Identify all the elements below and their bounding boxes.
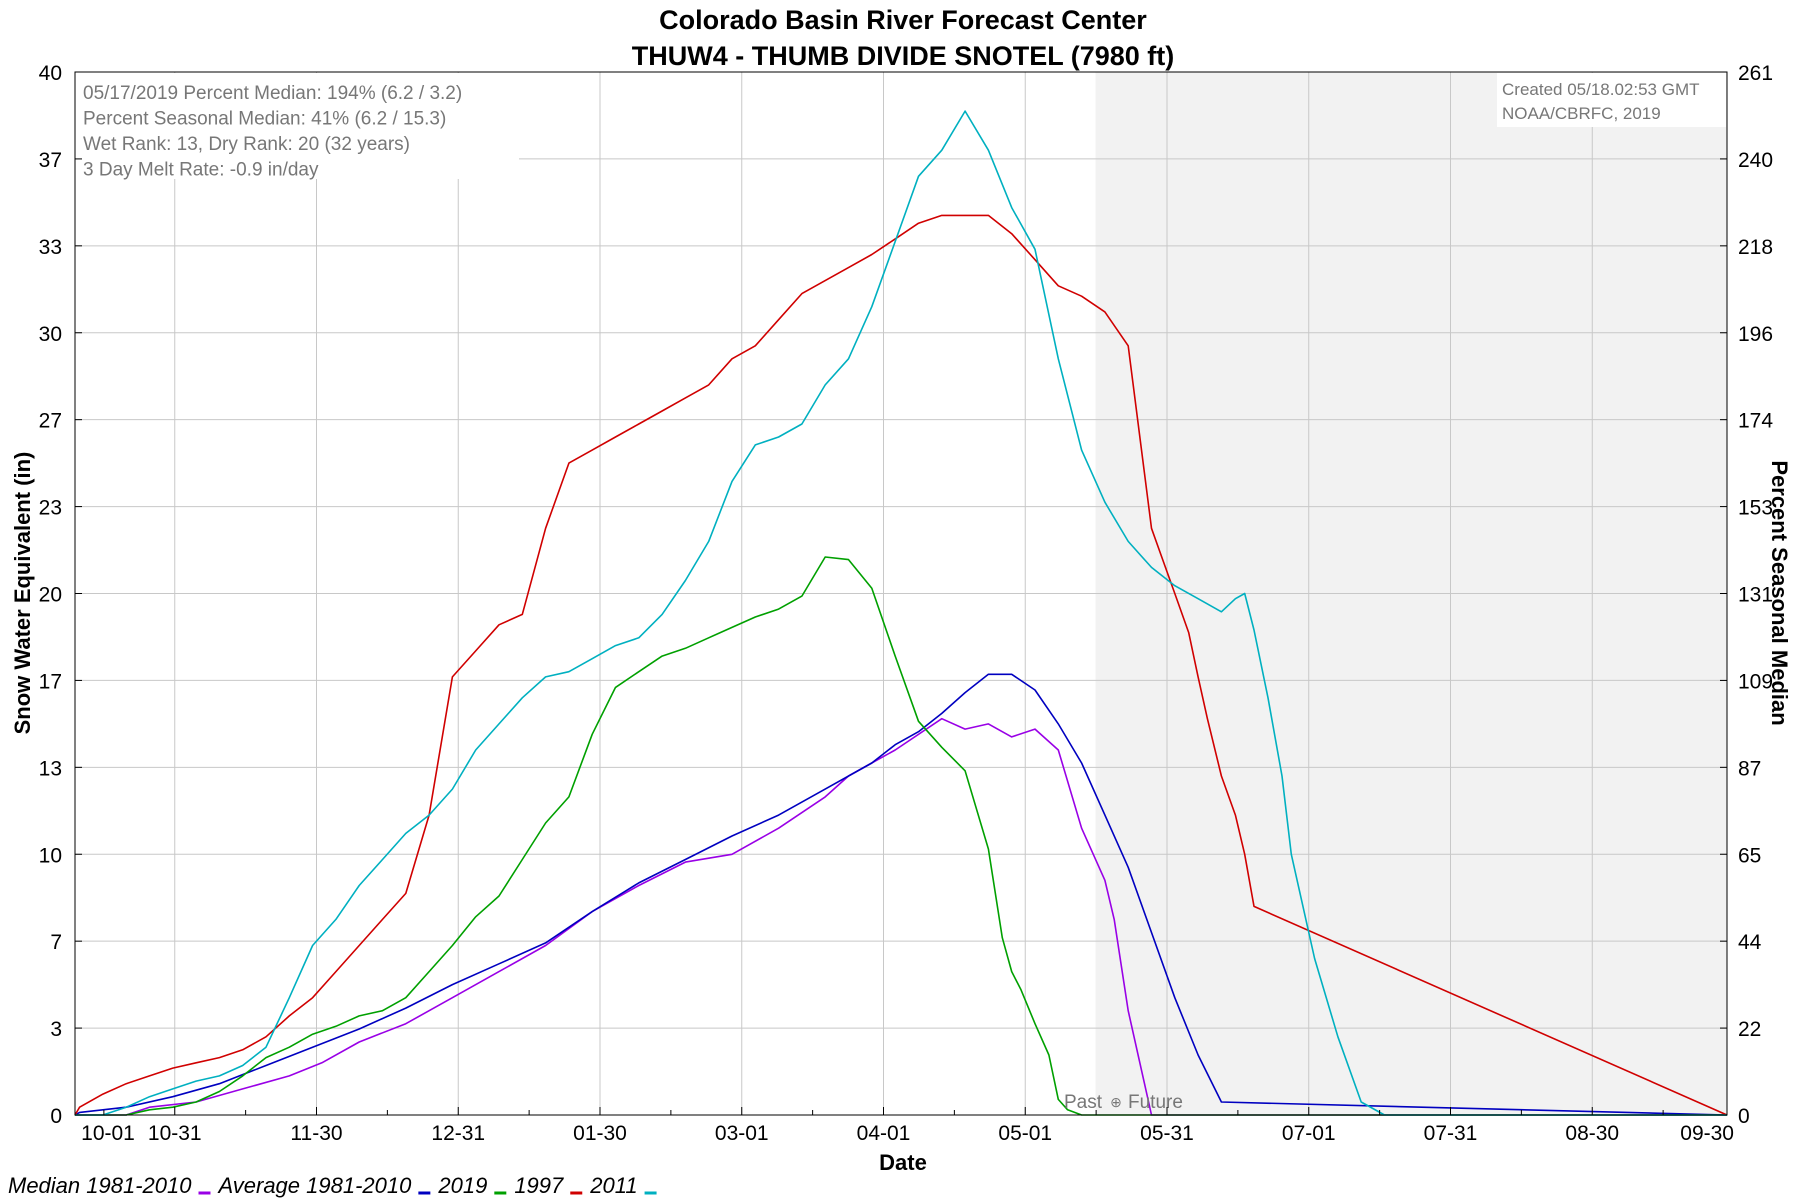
x-axis-label: Date xyxy=(879,1150,927,1175)
y-tick-label: 20 xyxy=(39,584,62,607)
info-box xyxy=(76,73,519,179)
y2-tick-label: 174 xyxy=(1738,410,1773,433)
legend-label: Average 1981-2010 xyxy=(216,1173,412,1198)
y-tick-label: 17 xyxy=(39,670,62,693)
x-tick-label: 07-31 xyxy=(1424,1122,1478,1145)
x-tick-label: 11-30 xyxy=(290,1122,342,1145)
x-tick-label: 03-01 xyxy=(715,1122,769,1145)
y-tick-label: 40 xyxy=(39,62,62,85)
x-tick-label: 08-30 xyxy=(1565,1122,1619,1145)
y2-tick-label: 261 xyxy=(1738,62,1773,85)
y-tick-label: 10 xyxy=(39,844,62,867)
legend-label: 2011 xyxy=(589,1173,637,1198)
series-line-1 xyxy=(74,673,1728,1116)
y-tick-label: 37 xyxy=(39,149,62,172)
y-tick-label: 30 xyxy=(39,323,62,346)
x-tick-label: 09-30 xyxy=(1680,1122,1734,1145)
y-tick-label: 33 xyxy=(39,236,62,259)
y2-tick-label: 109 xyxy=(1738,670,1773,693)
legend-label: 1997 xyxy=(514,1173,564,1198)
y-tick-label: 7 xyxy=(50,931,62,954)
y-tick-label: 27 xyxy=(39,410,62,433)
y2-tick-label: 131 xyxy=(1738,584,1773,607)
y-tick-label: 13 xyxy=(39,757,62,780)
y-axis-label: Snow Water Equivalent (in) xyxy=(10,452,35,735)
series-line-0 xyxy=(75,717,1727,1116)
x-tick-label: 01-30 xyxy=(573,1122,627,1145)
y2-tick-label: 153 xyxy=(1738,497,1773,520)
y2-tick-label: 0 xyxy=(1738,1105,1750,1128)
chart-subtitle: THUW4 - THUMB DIVIDE SNOTEL (7980 ft) xyxy=(632,41,1175,71)
legend-label: Median 1981-2010 xyxy=(8,1173,192,1198)
divider-marker: ⊕ xyxy=(1110,1094,1122,1110)
chart-title: Colorado Basin River Forecast Center xyxy=(659,5,1147,35)
x-tick-label: 10-01 xyxy=(81,1122,135,1145)
x-tick-label: 12-31 xyxy=(431,1122,485,1145)
x-tick-label: 10-31 xyxy=(148,1122,202,1145)
y2-tick-label: 44 xyxy=(1738,931,1762,954)
y2-tick-label: 196 xyxy=(1738,323,1773,346)
credit-box xyxy=(1497,73,1726,127)
info-line: Wet Rank: 13, Dry Rank: 20 (32 years) xyxy=(83,134,410,155)
info-line: Percent Seasonal Median: 41% (6.2 / 15.3… xyxy=(83,109,446,130)
x-tick-label: 05-31 xyxy=(1140,1122,1194,1145)
x-tick-label: 07-01 xyxy=(1282,1122,1336,1145)
series-line-3 xyxy=(74,214,1728,1116)
y-tick-label: 3 xyxy=(50,1018,62,1041)
past-label: Past xyxy=(1064,1092,1103,1113)
x-tick-label: 04-01 xyxy=(857,1122,911,1145)
y-tick-label: 23 xyxy=(39,497,62,520)
y2-tick-label: 240 xyxy=(1738,149,1773,172)
y2-tick-label: 87 xyxy=(1738,757,1761,780)
info-line: 3 Day Melt Rate: -0.9 in/day xyxy=(83,160,319,181)
credit-line: Created 05/18.02:53 GMT xyxy=(1502,80,1700,99)
series-line-4 xyxy=(75,110,1727,1116)
future-label: Future xyxy=(1128,1092,1183,1113)
y-tick-label: 0 xyxy=(50,1105,62,1128)
y2-tick-label: 22 xyxy=(1738,1018,1761,1041)
y2-axis-label: Percent Seasonal Median xyxy=(1767,460,1792,725)
series-line-2 xyxy=(75,556,1727,1116)
legend-label: 2019 xyxy=(437,1173,487,1198)
info-line: 05/17/2019 Percent Median: 194% (6.2 / 3… xyxy=(83,83,462,104)
credit-line: NOAA/CBRFC, 2019 xyxy=(1502,104,1661,123)
y2-tick-label: 218 xyxy=(1738,236,1773,259)
y2-tick-label: 65 xyxy=(1738,844,1761,867)
x-tick-label: 05-01 xyxy=(998,1122,1052,1145)
